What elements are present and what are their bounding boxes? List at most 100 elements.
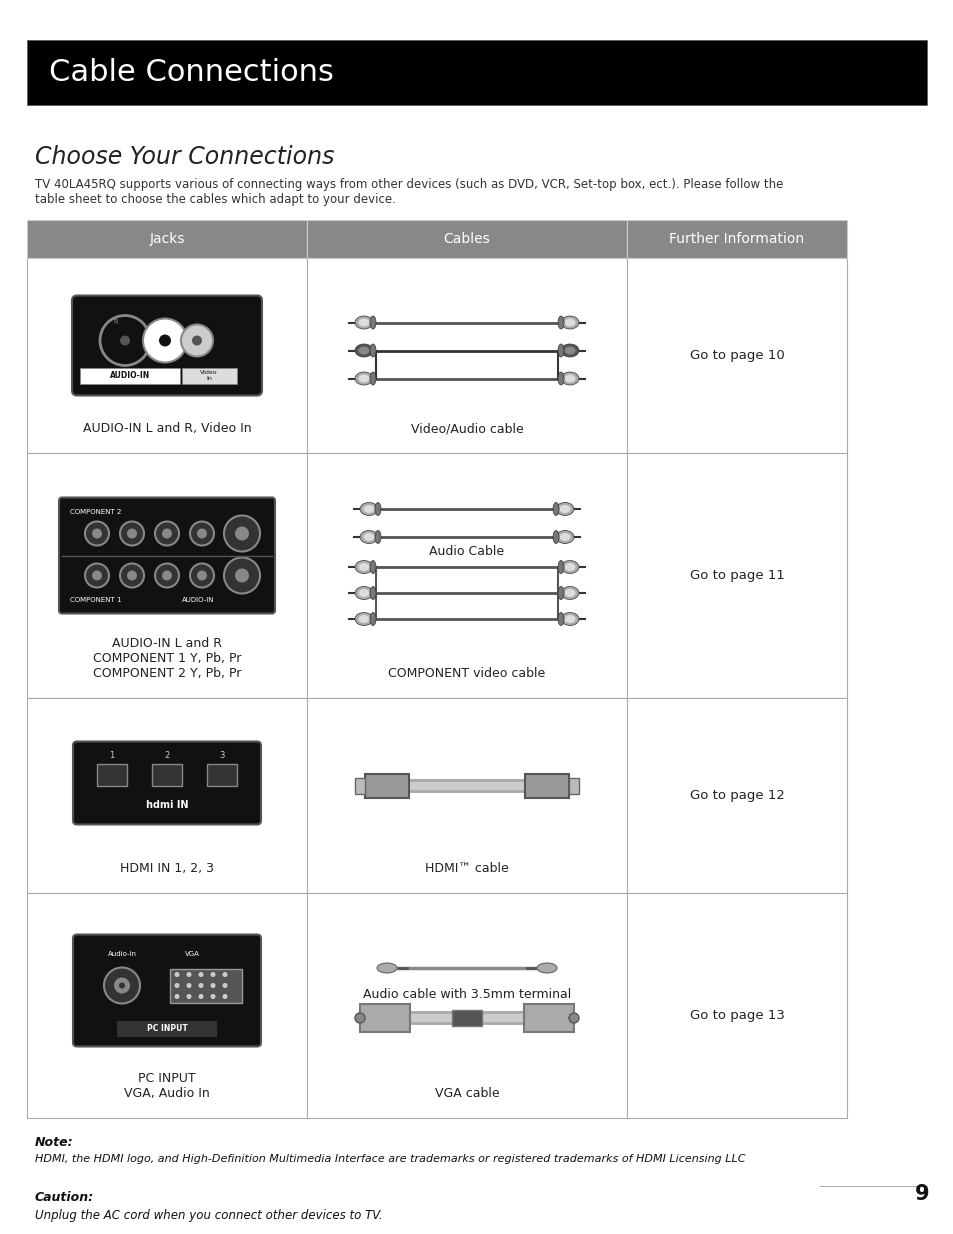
Text: table sheet to choose the cables which adapt to your device.: table sheet to choose the cables which a… <box>35 193 395 206</box>
Circle shape <box>174 983 179 988</box>
Text: Video
In: Video In <box>200 370 217 381</box>
Ellipse shape <box>560 560 578 574</box>
Circle shape <box>211 972 215 977</box>
Circle shape <box>154 522 179 545</box>
Circle shape <box>85 522 109 545</box>
Ellipse shape <box>560 316 578 329</box>
Ellipse shape <box>564 563 575 571</box>
Text: VGA cable: VGA cable <box>435 1087 498 1099</box>
Bar <box>307 453 626 698</box>
Ellipse shape <box>558 533 570 540</box>
Circle shape <box>91 570 102 580</box>
Ellipse shape <box>376 963 396 972</box>
Bar <box>182 368 236 384</box>
Circle shape <box>224 558 260 594</box>
Text: 9: 9 <box>915 1183 929 1204</box>
Circle shape <box>113 977 130 993</box>
Circle shape <box>568 1013 578 1023</box>
Circle shape <box>196 570 207 580</box>
Ellipse shape <box>564 374 575 383</box>
Text: Audio-In: Audio-In <box>108 950 136 956</box>
Ellipse shape <box>553 502 558 516</box>
Ellipse shape <box>359 531 377 543</box>
Bar <box>626 453 846 698</box>
Bar <box>27 39 926 105</box>
Ellipse shape <box>558 612 563 626</box>
Bar <box>452 1009 481 1025</box>
Bar <box>523 1004 574 1032</box>
Circle shape <box>174 995 179 1000</box>
Circle shape <box>190 564 213 587</box>
Ellipse shape <box>363 505 375 513</box>
Text: 1: 1 <box>110 752 114 760</box>
Bar <box>626 698 846 893</box>
Text: Jacks: Jacks <box>149 232 185 246</box>
Circle shape <box>104 967 140 1003</box>
Text: Go to page 13: Go to page 13 <box>689 1009 783 1022</box>
Circle shape <box>120 336 130 346</box>
Ellipse shape <box>375 502 380 516</box>
Circle shape <box>234 527 249 540</box>
Ellipse shape <box>359 502 377 516</box>
Circle shape <box>162 528 172 538</box>
Ellipse shape <box>370 560 375 574</box>
Ellipse shape <box>556 502 574 516</box>
Bar <box>27 258 307 453</box>
Bar <box>97 764 127 786</box>
Circle shape <box>127 528 137 538</box>
Text: Caution:: Caution: <box>35 1191 94 1204</box>
Bar <box>307 698 626 893</box>
Circle shape <box>181 325 213 357</box>
Circle shape <box>198 983 203 988</box>
Circle shape <box>224 516 260 552</box>
Text: Video/Audio cable: Video/Audio cable <box>410 422 523 436</box>
Bar <box>307 893 626 1118</box>
Bar <box>170 969 242 1002</box>
Text: HDMI IN 1, 2, 3: HDMI IN 1, 2, 3 <box>120 863 213 875</box>
Bar <box>307 258 626 453</box>
Ellipse shape <box>363 533 375 540</box>
Circle shape <box>143 318 187 363</box>
Bar <box>207 764 236 786</box>
Ellipse shape <box>558 316 563 329</box>
Text: 2: 2 <box>164 752 170 760</box>
Bar <box>626 258 846 453</box>
Bar <box>359 1004 410 1032</box>
Ellipse shape <box>564 347 575 354</box>
Circle shape <box>222 995 227 1000</box>
Ellipse shape <box>560 586 578 600</box>
Circle shape <box>196 528 207 538</box>
Ellipse shape <box>358 374 369 383</box>
Circle shape <box>154 564 179 587</box>
Circle shape <box>192 336 202 346</box>
Bar <box>626 220 846 258</box>
Ellipse shape <box>564 318 575 327</box>
Circle shape <box>234 569 249 582</box>
Ellipse shape <box>537 963 557 972</box>
Text: AUDIO-IN: AUDIO-IN <box>110 371 150 380</box>
Ellipse shape <box>560 612 578 626</box>
Ellipse shape <box>560 371 578 385</box>
Text: Unplug the AC cord when you connect other devices to TV.: Unplug the AC cord when you connect othe… <box>35 1209 382 1222</box>
Circle shape <box>159 334 171 347</box>
Text: AUDIO-IN L and R, Video In: AUDIO-IN L and R, Video In <box>83 422 251 436</box>
Circle shape <box>174 972 179 977</box>
Ellipse shape <box>375 531 380 543</box>
Bar <box>307 220 626 258</box>
Text: Note:: Note: <box>35 1137 73 1149</box>
Circle shape <box>186 995 192 1000</box>
Bar <box>524 774 568 797</box>
Ellipse shape <box>370 316 375 329</box>
Ellipse shape <box>370 344 375 357</box>
Bar <box>27 220 307 258</box>
Text: Go to page 12: Go to page 12 <box>689 789 783 802</box>
Text: Choose Your Connections: Choose Your Connections <box>35 146 334 169</box>
FancyBboxPatch shape <box>73 742 261 824</box>
Circle shape <box>222 972 227 977</box>
Text: Cables: Cables <box>443 232 490 246</box>
Ellipse shape <box>370 371 375 385</box>
Text: Go to page 10: Go to page 10 <box>689 349 783 362</box>
FancyBboxPatch shape <box>73 934 261 1046</box>
Ellipse shape <box>564 589 575 597</box>
Bar <box>568 777 578 793</box>
